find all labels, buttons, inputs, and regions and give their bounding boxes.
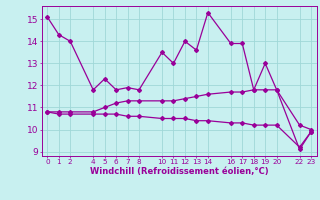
X-axis label: Windchill (Refroidissement éolien,°C): Windchill (Refroidissement éolien,°C) <box>90 167 268 176</box>
